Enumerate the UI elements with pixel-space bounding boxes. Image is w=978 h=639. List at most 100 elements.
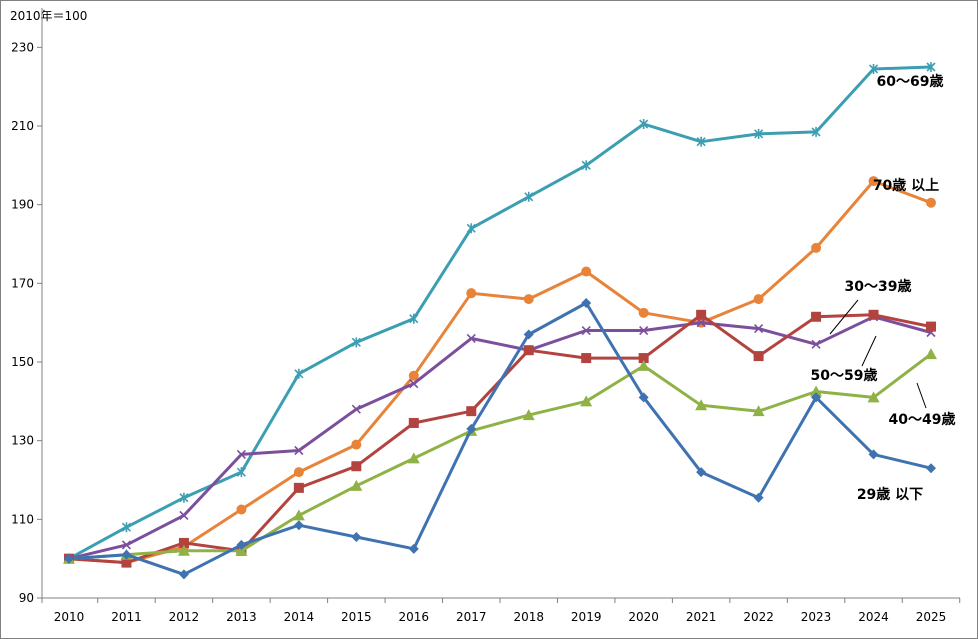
series-5 <box>63 348 937 564</box>
data-point-circle <box>236 504 247 515</box>
data-point-star <box>524 191 534 202</box>
x-tick-label: 2011 <box>111 610 142 624</box>
data-point-star <box>754 128 764 139</box>
y-tick-label: 210 <box>11 119 34 133</box>
data-point-triangle <box>580 395 593 407</box>
data-point-x <box>179 510 189 520</box>
data-point-diamond <box>408 543 419 554</box>
data-point-triangle <box>350 479 363 491</box>
data-point-star <box>294 368 304 379</box>
data-point-star <box>696 136 706 147</box>
data-point-circle <box>466 288 477 299</box>
data-point-x <box>236 449 246 459</box>
series-label: 60〜69歳 <box>877 73 944 90</box>
data-point-star <box>466 223 476 234</box>
data-point-circle <box>811 242 822 253</box>
y-tick-label: 230 <box>11 40 34 54</box>
data-point-triangle <box>637 359 650 371</box>
data-point-star <box>926 62 936 72</box>
data-point-square <box>408 417 419 428</box>
data-point-square <box>753 351 764 362</box>
data-point-triangle <box>522 409 535 421</box>
data-point-circle <box>926 197 936 208</box>
data-point-star <box>236 467 246 478</box>
x-tick-label: 2024 <box>858 610 889 624</box>
data-point-star <box>121 522 132 533</box>
series-line <box>68 352 932 561</box>
leader-line <box>916 382 927 409</box>
series-line <box>68 301 932 576</box>
x-tick-label: 2023 <box>801 610 832 624</box>
series-label: 50〜59歳 <box>811 367 878 384</box>
data-point-x <box>639 325 649 336</box>
data-point-circle <box>638 307 649 318</box>
x-tick-label: 2025 <box>916 610 947 624</box>
x-tick-label: 2012 <box>169 610 200 624</box>
y-tick-label: 130 <box>11 434 34 448</box>
data-point-star <box>351 337 361 348</box>
x-tick-label: 2018 <box>513 610 544 624</box>
data-point-diamond <box>351 532 362 543</box>
data-point-diamond <box>178 569 189 580</box>
data-point-star <box>179 492 189 503</box>
data-point-circle <box>408 370 419 381</box>
data-point-star <box>639 119 649 130</box>
data-point-x <box>294 445 304 456</box>
data-point-diamond <box>64 553 74 564</box>
data-point-star <box>581 160 591 171</box>
data-point-diamond <box>293 520 304 531</box>
data-point-square <box>696 309 707 320</box>
data-point-star <box>868 63 879 74</box>
x-tick-label: 2017 <box>456 610 487 624</box>
data-point-triangle <box>177 544 190 556</box>
data-point-square <box>121 557 132 568</box>
data-point-square <box>351 461 362 472</box>
x-tick-label: 2019 <box>571 610 602 624</box>
series-labels: 60〜69歳 70歳 以上 30〜39歳 50〜59歳 40〜49歳 29歳 以下 <box>811 73 956 503</box>
series-label: 30〜39歳 <box>845 278 912 295</box>
data-point-x <box>121 540 132 550</box>
series-line <box>68 179 932 565</box>
data-point-x <box>409 379 419 389</box>
data-point-star <box>409 313 419 324</box>
data-point-diamond <box>523 329 534 340</box>
x-tick-label: 2016 <box>399 610 430 624</box>
x-tick-label: 2015 <box>341 610 372 624</box>
data-point-triangle <box>925 348 937 360</box>
y-tick-label: 190 <box>11 198 34 212</box>
data-point-triangle <box>810 385 823 397</box>
x-tick-label: 2022 <box>743 610 774 624</box>
y-tick-label: 90 <box>19 591 34 605</box>
data-point-x <box>581 325 591 336</box>
data-point-diamond <box>466 423 477 434</box>
data-point-circle <box>351 439 362 450</box>
data-point-x <box>351 404 361 414</box>
x-tick-label: 2020 <box>628 610 659 624</box>
data-point-square <box>926 321 936 332</box>
data-point-x <box>754 324 764 334</box>
x-tick-label: 2013 <box>226 610 257 624</box>
data-point-square <box>293 482 304 493</box>
data-point-square <box>811 311 822 322</box>
series-layer <box>63 62 937 580</box>
data-point-x <box>696 318 706 328</box>
data-point-circle <box>581 266 592 277</box>
data-point-diamond <box>236 539 247 550</box>
data-point-diamond <box>868 449 879 460</box>
y-axis-unit-label: 2010年＝100 <box>10 9 87 23</box>
y-tick-label: 150 <box>11 355 34 369</box>
data-point-triangle <box>695 399 708 411</box>
data-point-diamond <box>696 467 707 478</box>
data-point-triangle <box>292 509 305 521</box>
data-point-square <box>523 345 534 356</box>
data-point-circle <box>753 294 764 305</box>
data-point-diamond <box>753 492 764 503</box>
axes: 90 110 130 150 170 190 210 230 2010 2011 2012 2013 2… <box>11 8 961 624</box>
data-point-square <box>178 537 189 548</box>
data-point-square <box>581 353 592 364</box>
leader-line <box>861 335 877 367</box>
data-point-circle <box>523 294 534 305</box>
series-6 <box>64 298 936 580</box>
